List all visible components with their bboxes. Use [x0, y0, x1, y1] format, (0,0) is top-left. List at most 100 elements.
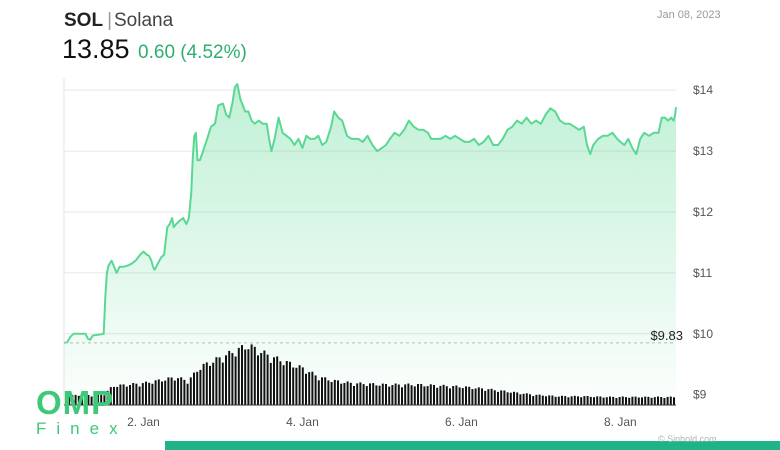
volume-bar [340, 383, 343, 405]
volume-bar [250, 344, 253, 405]
volume-bar [167, 377, 170, 405]
volume-bar [177, 378, 179, 405]
volume-bar [212, 362, 215, 405]
volume-bar [225, 355, 227, 405]
volume-bar [103, 395, 106, 405]
volume-bar [77, 395, 80, 405]
volume-bar [330, 382, 333, 405]
volume-bar [90, 396, 93, 405]
volume-bar [557, 396, 560, 405]
volume-bar [567, 397, 570, 405]
volume-bar [257, 355, 259, 405]
volume-bar [170, 377, 173, 405]
volume-bar [423, 386, 426, 405]
volume-bar [468, 386, 471, 405]
volume-bar [602, 397, 605, 405]
volume-bar [109, 387, 112, 405]
y-tick-label: $13 [693, 144, 713, 158]
volume-bar [116, 386, 119, 405]
volume-bar [186, 383, 189, 405]
axis-labels: $9 $10 $11 $12 $13 $14 2. Jan 4. Jan 6. Jan 8. Ja… [127, 83, 713, 429]
volume-bar [135, 383, 138, 405]
volume-bar [554, 396, 557, 405]
volume-bar [349, 382, 352, 405]
volume-bar [71, 395, 74, 405]
volume-bar [295, 367, 298, 405]
volume-bar [199, 369, 202, 405]
volume-bar [461, 388, 464, 405]
volume-bar [68, 396, 71, 405]
volume-bar [609, 396, 611, 405]
price-area [64, 84, 676, 405]
volume-bar [301, 367, 304, 405]
volume-bar [298, 365, 301, 405]
volume-bar [100, 394, 103, 405]
volume-bar [180, 377, 183, 405]
volume-bar [484, 390, 487, 405]
volume-bar [305, 373, 307, 405]
volume-bar [653, 397, 656, 405]
x-tick-label: 6. Jan [445, 415, 478, 429]
volume-bar [173, 380, 176, 405]
volume-bar [564, 396, 567, 405]
volume-bar [308, 372, 311, 405]
volume-bar [157, 379, 160, 405]
volume-bar [625, 397, 627, 405]
volume-bar [516, 392, 519, 405]
volume-bar [247, 349, 250, 405]
volume-bar [365, 386, 368, 405]
volume-bar [215, 357, 218, 405]
volume-bar [532, 396, 535, 405]
volume-bar [164, 380, 167, 405]
volume-bar [429, 384, 432, 405]
volume-bar [189, 377, 192, 405]
x-tick-label: 8. Jan [604, 415, 637, 429]
volume-bar [436, 387, 439, 405]
x-tick-label: 4. Jan [286, 415, 319, 429]
volume-bar [465, 386, 467, 405]
volume-bar [221, 362, 224, 405]
volume-bar [285, 361, 288, 405]
volume-bar [519, 394, 522, 405]
volume-bar [362, 384, 365, 405]
volume-bar [209, 365, 211, 405]
volume-bar [455, 385, 458, 405]
volume-bar [244, 349, 247, 405]
volume-bar [397, 384, 400, 405]
volume-bar [385, 384, 387, 405]
volume-bar [196, 371, 199, 405]
x-tick-label: 2. Jan [127, 415, 160, 429]
logo-omp-text: OMP [36, 384, 115, 421]
volume-bar [545, 396, 547, 405]
volume-bar [631, 396, 634, 405]
volume-bar [522, 393, 525, 405]
volume-bar [113, 386, 115, 405]
volume-bar [97, 394, 99, 405]
volume-bar [426, 386, 429, 405]
reference-label: $9.83 [650, 328, 683, 343]
volume-bar [445, 386, 448, 405]
volume-bar [333, 379, 336, 405]
volume-bar [657, 396, 659, 405]
reference-layer: $9.83 [64, 328, 683, 344]
volume-bar [369, 383, 371, 405]
volume-bar [660, 397, 663, 405]
volume-bar [119, 384, 122, 405]
volume-bar [279, 361, 282, 405]
volume-bar [148, 382, 151, 405]
volume-bar [481, 388, 483, 405]
volume-bar [231, 353, 234, 405]
volume-bar [87, 395, 90, 405]
volume-bar [132, 383, 135, 405]
volume-bar [324, 377, 327, 405]
volume-bar [346, 381, 349, 405]
volume-bar [407, 383, 410, 405]
volume-bar [311, 371, 314, 405]
volume-bar [391, 385, 394, 405]
volume-bar [394, 383, 397, 405]
volume-bar [234, 356, 237, 405]
y-tick-label: $12 [693, 205, 713, 219]
volume-bar [577, 396, 579, 405]
volume-bar [292, 367, 295, 405]
volume-bar [420, 384, 423, 405]
